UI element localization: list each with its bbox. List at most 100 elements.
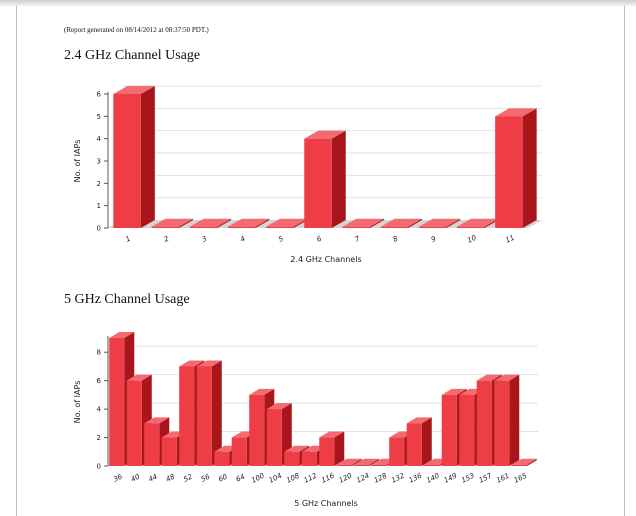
- c24-bar-top: [266, 218, 308, 227]
- c5-category-label: 64: [235, 473, 246, 484]
- c5-bar: [336, 464, 352, 466]
- c5-bar-side: [211, 360, 222, 466]
- c5-bar: [144, 423, 160, 466]
- c5-bar-side: [421, 417, 432, 466]
- c24-category-label: 10: [466, 233, 478, 244]
- c5-category-label: 153: [460, 472, 476, 485]
- c5-bar: [179, 366, 195, 466]
- c5-category-label: 44: [147, 473, 158, 484]
- c24-bar: [304, 138, 332, 228]
- c24-category-label: 9: [430, 234, 438, 243]
- c5-bar: [301, 451, 317, 466]
- chart-title-5ghz: 5 GHz Channel Usage: [64, 292, 190, 307]
- c5-category-label: 36: [112, 472, 124, 483]
- c5-ytick-label: 8: [97, 349, 101, 357]
- c5-bar: [196, 366, 212, 466]
- c24-y-axis-title: No. of IAPs: [73, 140, 82, 183]
- c5-bar-top: [284, 445, 310, 452]
- c24-bar: [495, 116, 523, 228]
- c24-bar-side: [255, 218, 270, 228]
- c5-category-label: 112: [303, 472, 319, 485]
- c5-bar: [354, 464, 370, 466]
- c5-bar-top: [406, 417, 432, 424]
- c5-bar-top: [354, 458, 380, 465]
- c5-bar: [459, 394, 475, 466]
- c24-bar-side: [369, 218, 384, 228]
- page-top-edge: [0, 0, 636, 6]
- c24-bar-side: [484, 218, 499, 228]
- c5-bar-top: [249, 388, 275, 395]
- c24-ytick-label: 6: [97, 91, 102, 99]
- c5-category-label: 108: [285, 472, 301, 485]
- c5-bar-side: [369, 458, 380, 466]
- c5-bar-top: [109, 332, 135, 338]
- c24-ytick-label: 2: [97, 180, 101, 188]
- c24-bar-top: [304, 130, 346, 139]
- c24-bar-top: [418, 218, 461, 227]
- c24-bar-top: [113, 86, 155, 94]
- c24-bar: [227, 226, 256, 228]
- c5-category-label: 120: [338, 472, 354, 485]
- c5-category-label: 56: [200, 472, 212, 483]
- c5-category-label: 48: [165, 472, 177, 483]
- c24-category-label: 4: [239, 235, 246, 244]
- c24-ytick-label: 1: [97, 202, 101, 210]
- c5-category-label: 52: [182, 472, 194, 483]
- c24-bar-top: [151, 218, 194, 227]
- chart-2-4ghz-channel-usage: 0 1 2 3 4 5 6 1 2 3 4 5 6 7 8 9 10 11 No. of IAPs 2.4 GHz C…: [73, 85, 542, 264]
- c24-category-label: 5: [277, 234, 285, 243]
- c5-category-label: 100: [250, 472, 266, 485]
- c5-bar-top: [196, 360, 222, 367]
- c24-category-label: 1: [125, 235, 132, 244]
- c24-ytick-label: 3: [97, 158, 101, 166]
- c24-bar: [266, 226, 294, 228]
- c24-category-label: 2: [163, 234, 171, 243]
- c24-bar-top: [227, 218, 270, 227]
- c5-category-label: 116: [320, 472, 336, 485]
- c24-bar-side: [293, 218, 308, 228]
- c5-bar-top: [441, 388, 467, 395]
- c5-bar-top: [494, 374, 520, 381]
- c5-bar-top: [319, 431, 345, 438]
- c5-bar: [424, 464, 440, 466]
- c5-x-axis-title: 5 GHz Channels: [294, 499, 358, 508]
- c5-bar: [406, 423, 422, 466]
- c24-bar-side: [179, 218, 194, 228]
- c5-category-label: 157: [478, 472, 494, 485]
- c5-bar-top: [336, 458, 362, 465]
- c24-category-label: 8: [392, 234, 400, 243]
- c24-bar: [189, 226, 218, 228]
- c5-category-label: 128: [373, 472, 389, 485]
- c24-bar: [113, 94, 141, 228]
- c24-bar-top: [456, 218, 499, 227]
- c5-bar: [214, 451, 230, 466]
- c5-category-label: 149: [443, 472, 459, 485]
- c24-bar: [456, 226, 485, 228]
- c24-bar-side: [408, 218, 423, 228]
- c5-category-label: 132: [390, 472, 406, 485]
- c5-ytick-label: 0: [97, 463, 101, 471]
- c5-bar-side: [334, 431, 345, 466]
- c5-category-label: 140: [425, 472, 441, 485]
- c5-bar: [284, 451, 300, 466]
- c5-bar: [231, 437, 247, 466]
- c5-bar-top: [144, 417, 170, 424]
- c5-category-label: 124: [355, 472, 371, 485]
- c5-bar-top: [511, 458, 537, 465]
- c5-bar-top: [266, 403, 292, 410]
- c5-ytick-label: 4: [97, 406, 102, 414]
- c5-bar: [389, 437, 405, 466]
- c24-category-label: 6: [315, 234, 323, 243]
- c5-bar: [319, 437, 335, 466]
- c5-category-label: 161: [495, 472, 511, 485]
- c5-bar: [126, 380, 142, 466]
- c24-ytick-label: 0: [97, 225, 101, 233]
- c5-bar: [441, 394, 457, 466]
- c5-category-label: 104: [268, 472, 284, 485]
- c24-ytick-label: 5: [97, 113, 101, 121]
- c24-bar-side: [140, 86, 155, 228]
- c5-ytick-label: 6: [97, 377, 102, 385]
- report-generated-note: (Report generated on 08/14/2012 at 08:37…: [64, 26, 209, 34]
- c24-x-axis-title: 2.4 GHz Channels: [290, 255, 361, 264]
